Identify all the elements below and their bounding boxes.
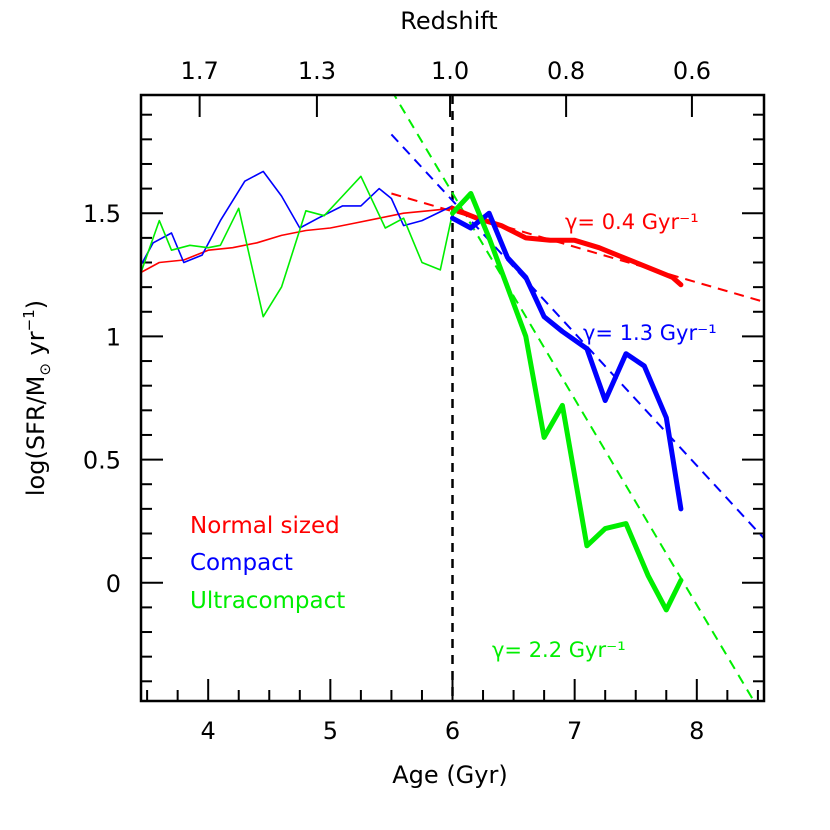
x-tick-label: 4: [201, 717, 216, 745]
top-tick-label: 0.8: [547, 57, 585, 85]
annotations: γ= 0.4 Gyr⁻¹ γ= 1.3 Gyr⁻¹ γ= 2.2 Gyr⁻¹ Norm…: [190, 210, 717, 662]
y-tick-label: 1: [106, 323, 121, 351]
axes-layer: 4 5 6 7 8 1.7 1.3 1.0 0.8 0.6 0 0.5 1 1.5: [83, 57, 764, 745]
compact-thick-line: [450, 210, 684, 512]
x-tick-label: 7: [567, 717, 582, 745]
ultracompact-thick-line: [450, 191, 684, 613]
normal-fit-label: γ= 0.4 Gyr⁻¹: [565, 210, 699, 234]
x-axis-title: Age (Gyr): [392, 761, 507, 789]
y-tick-label: 0: [106, 570, 121, 598]
fit-lines: [390, 95, 764, 701]
top-axis-title: Redshift: [400, 7, 497, 35]
top-tick-label: 1.7: [181, 57, 219, 85]
legend-compact: Compact: [190, 550, 293, 576]
legend-normal: Normal sized: [190, 513, 340, 539]
y-axis-title: log(SFR/M⊙ yr−1): [20, 300, 54, 496]
top-tick-label: 0.6: [673, 57, 711, 85]
ultracompact-thin-line: [141, 175, 454, 318]
top-tick-label: 1.3: [298, 57, 336, 85]
x-tick-label: 5: [323, 717, 338, 745]
top-tick-label: 1.0: [431, 57, 469, 85]
normal-thin-line: [141, 207, 453, 274]
series-lines: [141, 170, 684, 613]
y-tick-label: 1.5: [83, 200, 121, 228]
plot-frame: [139, 93, 766, 703]
legend-ultracompact: Ultracompact: [190, 588, 345, 614]
compact-fit-line: [390, 133, 764, 540]
x-tick-label: 8: [689, 717, 704, 745]
y-tick-label: 0.5: [83, 447, 121, 475]
compact-thin-line: [141, 170, 453, 266]
ultracompact-fit-label: γ= 2.2 Gyr⁻¹: [492, 638, 626, 662]
compact-fit-label: γ= 1.3 Gyr⁻¹: [583, 321, 717, 345]
normal-fit-line: [391, 192, 764, 303]
ultracompact-fit-line: [393, 95, 755, 701]
x-tick-label: 6: [445, 717, 460, 745]
